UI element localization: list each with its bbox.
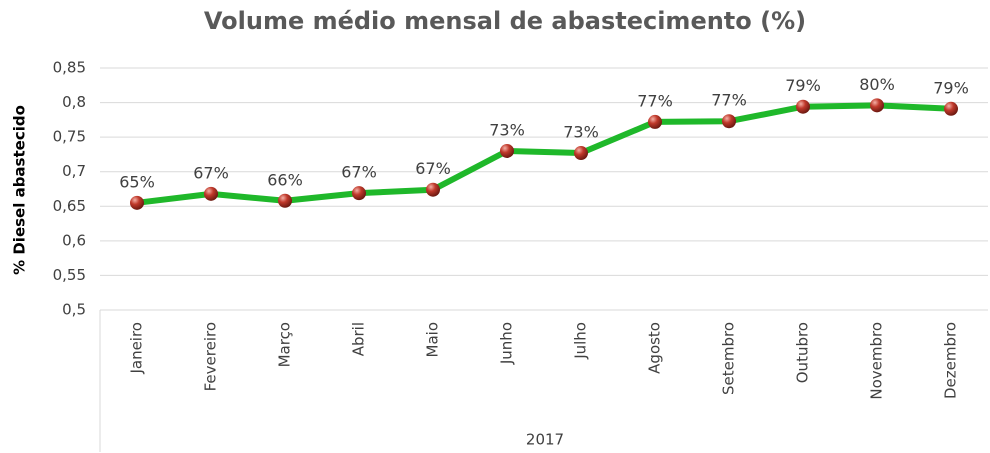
y-tick-label: 0,5 [62,301,86,319]
marker [204,186,218,201]
x-tick-label: Outubro [794,322,812,383]
x-tick-label: Fevereiro [202,322,220,391]
marker [648,114,662,129]
marker [796,99,810,114]
x-tick-label: Agosto [646,322,664,374]
x-tick-label: Abril [350,322,368,356]
marker [500,143,514,158]
data-label: 73% [563,123,599,142]
data-label: 67% [193,163,229,182]
data-label: 67% [341,163,377,182]
data-label: 79% [933,78,969,97]
marker [574,146,588,161]
line [136,102,952,206]
y-tick-label: 0,8 [62,93,86,111]
marker [870,98,884,113]
y-tick-label: 0,85 [53,59,86,77]
data-label: 80% [859,75,895,94]
x-tick-label: Dezembro [942,322,960,399]
marker [944,101,958,116]
data-label: 79% [785,76,821,95]
data-label: 77% [711,91,747,110]
marker [130,195,144,210]
chart-title: Volume médio mensal de abastecimento (%) [204,7,806,35]
marker [722,114,736,129]
y-tick-label: 0,7 [62,162,86,180]
marker [278,193,292,208]
data-label: 65% [119,172,155,191]
marker [426,182,440,197]
data-label: 66% [267,170,303,189]
marker [352,186,366,201]
data-label: 73% [489,120,525,139]
x-group-label: 2017 [526,431,564,449]
x-tick-label: Maio [424,322,442,357]
x-tick-label: Janeiro [128,322,146,375]
y-axis-label: % Diesel abastecido [11,105,29,275]
x-tick-label: Julho [572,322,590,360]
x-tick-label: Março [276,322,294,367]
data-label: 77% [637,91,673,110]
y-tick-label: 0,6 [62,231,86,249]
y-tick-label: 0,65 [53,197,86,215]
data-label: 67% [415,159,451,178]
x-tick-label: Novembro [868,322,886,400]
y-tick-label: 0,75 [53,128,86,146]
y-tick-label: 0,55 [53,266,86,284]
x-tick-label: Setembro [720,322,738,395]
x-tick-label: Junho [498,322,516,365]
